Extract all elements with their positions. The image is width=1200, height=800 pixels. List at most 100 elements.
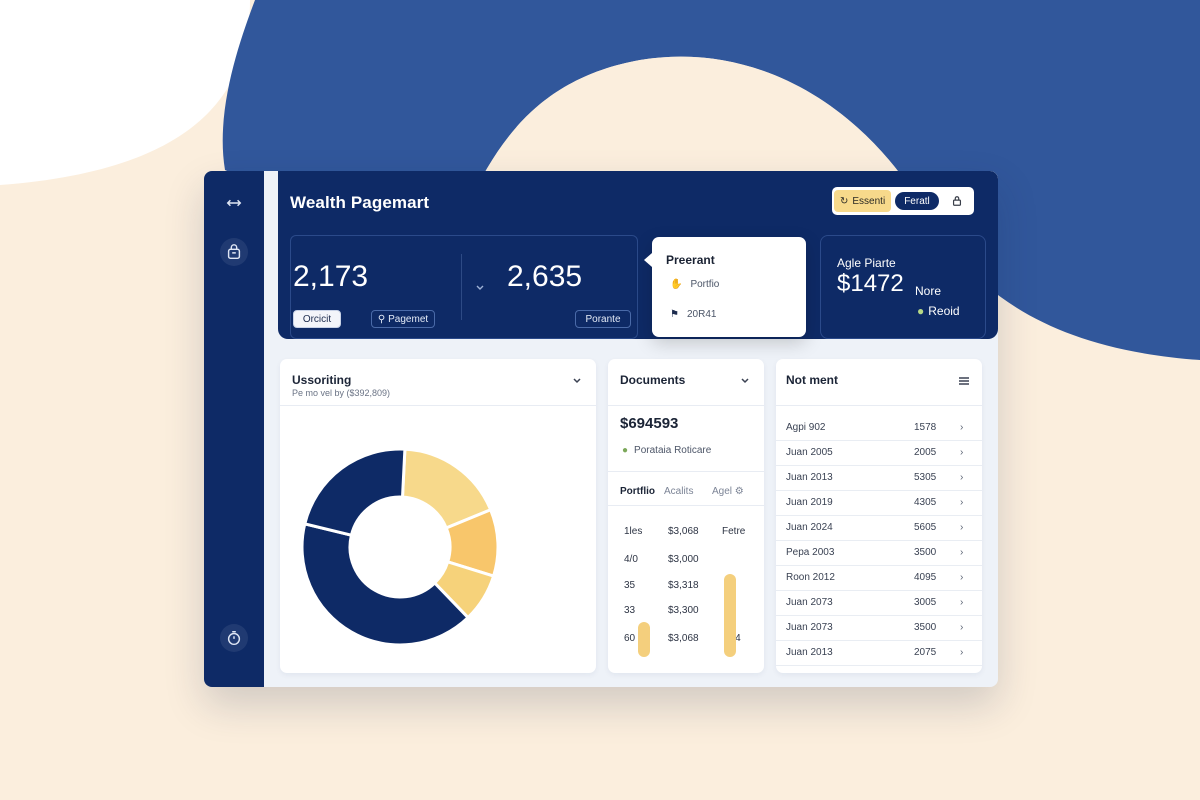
popover-card: Preerant ✋ Portfio ⚑ 20R41 — [644, 237, 806, 337]
value-bar-1 — [638, 622, 650, 657]
leaf-icon: ● — [622, 445, 629, 456]
app-title: Wealth Pagemart — [290, 193, 430, 212]
popover-title: Preerant — [666, 253, 715, 267]
pagemet-button[interactable]: ⚲ Pagemet — [371, 310, 435, 328]
settings-icon: ⚙ — [734, 486, 744, 497]
chevron-right-icon: › — [960, 422, 964, 433]
list-item-value: 3005 — [914, 597, 937, 608]
bag-icon[interactable] — [220, 238, 248, 266]
donut-panel: Ussoriting Pe mo vel by ($392,809) — [280, 359, 596, 673]
essentials-chip-label: Essenti — [852, 195, 886, 207]
donut-chart — [300, 447, 500, 647]
pin-icon: ⚲ — [377, 313, 386, 325]
documents-sub-label: Porataia Roticare — [634, 445, 712, 456]
expand-arrows-icon[interactable] — [220, 189, 248, 217]
lock-icon[interactable] — [951, 195, 963, 207]
list-item[interactable]: Juan 2073 3005 › — [776, 590, 982, 616]
stats-card: 2,173 2,635 Orcicit ⚲ Pagemet Porante — [290, 235, 638, 339]
list-item-label: Roon 2012 — [786, 572, 835, 583]
list-item-label: Juan 2073 — [786, 597, 833, 608]
list-item-value: 2005 — [914, 447, 937, 458]
list-item[interactable]: Juan 2013 5305 › — [776, 465, 982, 491]
list-item-label: Juan 2013 — [786, 472, 833, 483]
orcicit-button[interactable]: Orcicit — [293, 310, 341, 328]
timer-icon[interactable] — [220, 624, 248, 652]
list-item[interactable]: Agpi 902 1578 › — [776, 415, 982, 441]
row-1-b: $3,000 — [668, 554, 699, 565]
popover-row-1-label: Portfio — [690, 279, 720, 290]
row-3-b: $3,300 — [668, 605, 699, 616]
list-item-label: Agpi 902 — [786, 422, 826, 433]
list-item-value: 4305 — [914, 497, 937, 508]
documents-title: Documents — [620, 373, 686, 387]
column-label-2: $3,068 — [668, 526, 699, 537]
chevron-down-icon[interactable] — [572, 373, 582, 391]
divider — [608, 405, 764, 406]
chevron-right-icon: › — [960, 447, 964, 458]
asset-label: Agle Piarte — [837, 256, 896, 270]
donut-segment-4[interactable] — [300, 522, 471, 647]
app-window: Wealth Pagemart ↻ Essenti Feratl 2,173 2… — [204, 171, 998, 687]
list-item-value: 3500 — [914, 622, 937, 633]
list-item-value: 5605 — [914, 522, 937, 533]
chevron-down-icon[interactable] — [475, 280, 485, 298]
documents-value: $694593 — [620, 415, 679, 432]
divider — [608, 471, 764, 472]
asset-more: Nore — [915, 284, 942, 298]
tab-accounts[interactable]: Acalits — [664, 486, 694, 497]
divider — [608, 505, 764, 506]
chevron-right-icon: › — [960, 572, 964, 583]
column-label-3: Fetre — [722, 526, 746, 537]
leaf-icon: ● — [917, 304, 925, 318]
donut-segment-5[interactable] — [302, 447, 407, 537]
menu-lines-icon[interactable] — [958, 373, 970, 391]
divider — [461, 254, 462, 320]
row-2-a: 35 — [624, 580, 636, 591]
read-link[interactable]: ● Reoid — [917, 304, 960, 318]
tab-agel-label: Agel — [712, 486, 733, 497]
list-panel: Not ment Agpi 902 1578 › Juan 2005 2005 › Juan… — [776, 359, 982, 673]
top-actions: ↻ Essenti Feratl — [832, 187, 974, 215]
list-item[interactable]: Juan 2073 3500 › — [776, 615, 982, 641]
documents-subline: ● Porataia Roticare — [622, 445, 711, 456]
chevron-right-icon: › — [960, 647, 964, 658]
list-item[interactable]: Pepa 2003 3500 › — [776, 540, 982, 566]
refresh-icon: ↻ — [840, 195, 849, 207]
chevron-right-icon: › — [960, 522, 964, 533]
list-item-label: Juan 2005 — [786, 447, 833, 458]
list-item-value: 3500 — [914, 547, 937, 558]
row-1-a: 4/0 — [624, 554, 638, 565]
list-item[interactable]: Roon 2012 4095 › — [776, 565, 982, 591]
list-item[interactable]: Juan 2019 4305 › — [776, 490, 982, 516]
chevron-right-icon: › — [960, 622, 964, 633]
feature-button[interactable]: Feratl — [895, 192, 939, 210]
tab-portfolio[interactable]: Portflio — [620, 486, 655, 497]
list-panel-title: Not ment — [786, 373, 838, 387]
list-item-value: 4095 — [914, 572, 937, 583]
list-item-label: Juan 2024 — [786, 522, 833, 533]
donut-panel-subtitle: Pe mo vel by ($392,809) — [292, 388, 391, 398]
sidebar — [204, 171, 264, 687]
stat-value-2: 2,635 — [507, 260, 583, 293]
list-item[interactable]: Juan 2024 5605 › — [776, 515, 982, 541]
chevron-down-icon[interactable] — [740, 373, 750, 391]
list-item[interactable]: Juan 2013 2075 › — [776, 640, 982, 666]
popover-row-date[interactable]: ⚑ 20R41 — [670, 309, 716, 320]
tab-agel[interactable]: Agel ⚙ — [712, 486, 744, 497]
chevron-right-icon: › — [960, 547, 964, 558]
documents-panel: Documents $694593 ● Porataia Roticare Po… — [608, 359, 764, 673]
list-item[interactable]: Juan 2005 2005 › — [776, 440, 982, 466]
row-4-b: $3,068 — [668, 633, 699, 644]
chevron-right-icon: › — [960, 472, 964, 483]
list-item-value: 5305 — [914, 472, 937, 483]
hand-icon: ✋ — [670, 279, 683, 290]
porante-button[interactable]: Porante — [575, 310, 631, 328]
list-item-value: 1578 — [914, 422, 937, 433]
popover-row-portfolio[interactable]: ✋ Portfio — [670, 279, 719, 290]
essentials-chip[interactable]: ↻ Essenti — [834, 190, 892, 212]
list-item-label: Juan 2013 — [786, 647, 833, 658]
donut-panel-title: Ussoriting — [292, 373, 352, 387]
value-bar-2 — [724, 574, 736, 657]
dashboard-header: Wealth Pagemart ↻ Essenti Feratl 2,173 2… — [278, 171, 998, 341]
stat-value-1: 2,173 — [293, 260, 369, 293]
